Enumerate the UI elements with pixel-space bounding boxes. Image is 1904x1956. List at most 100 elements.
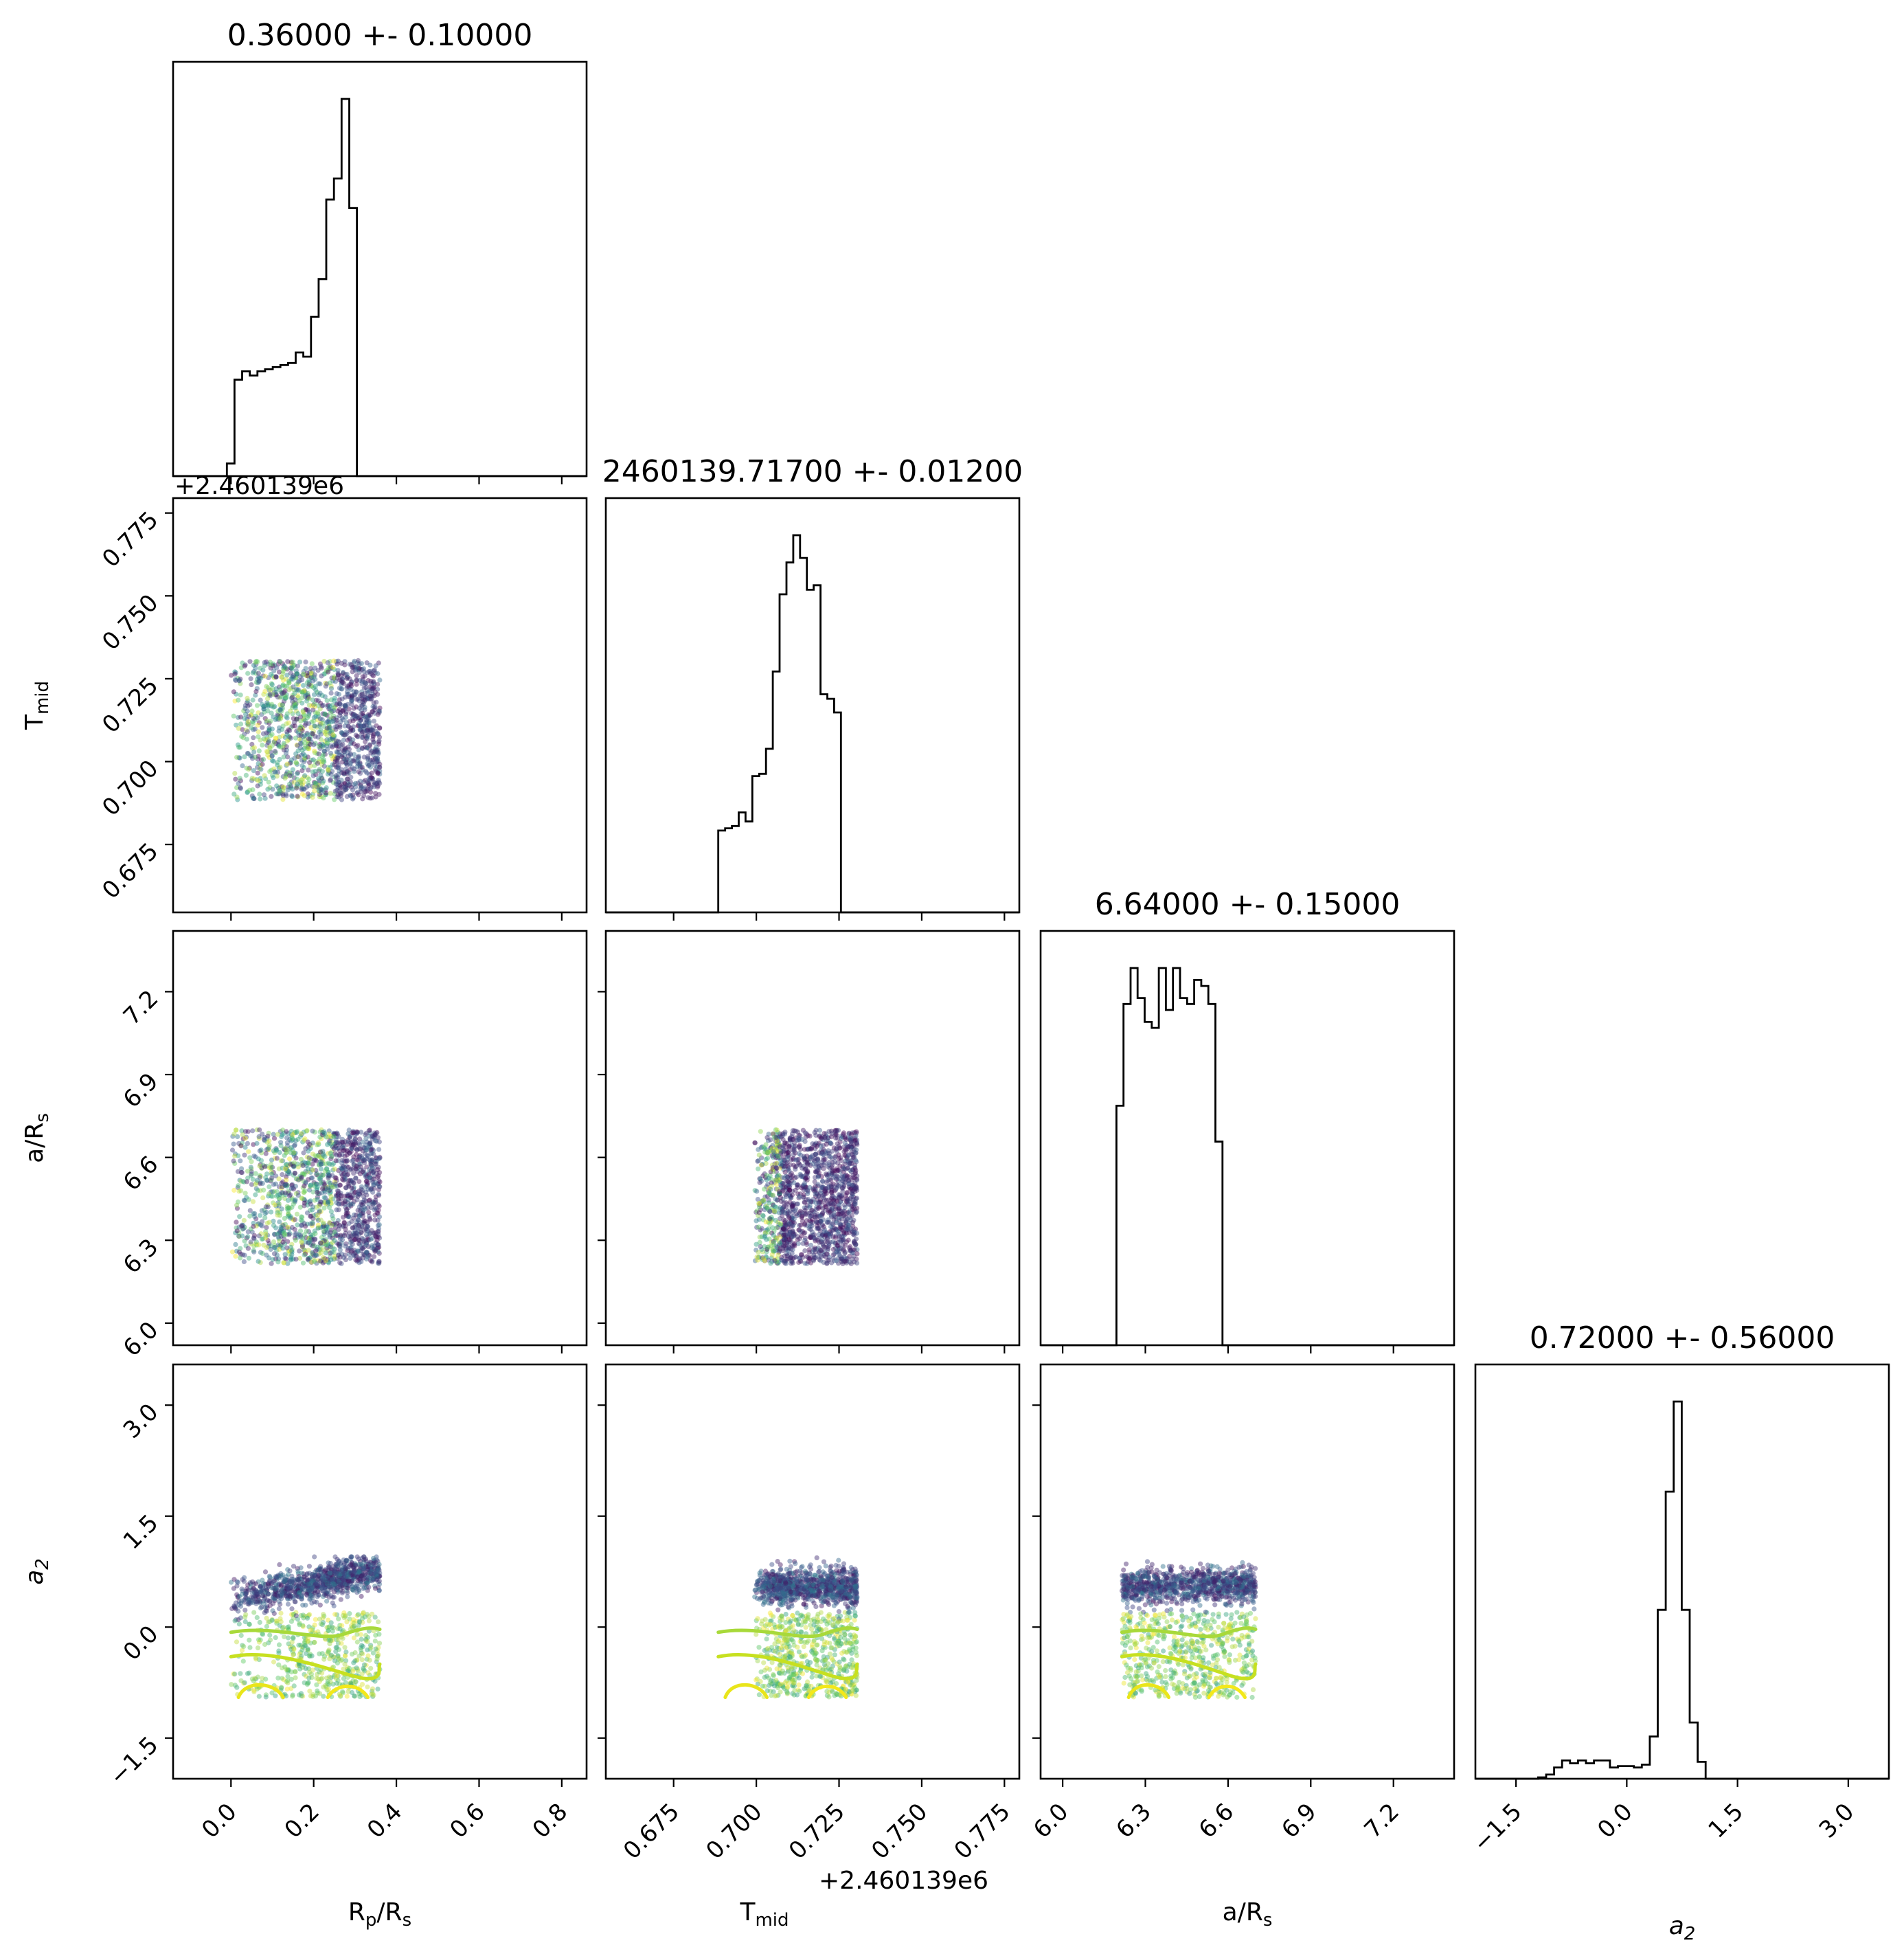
scatter-point <box>275 712 280 718</box>
scatter-point <box>351 741 356 747</box>
scatter-point <box>295 771 300 776</box>
scatter-point <box>778 1162 784 1167</box>
scatter-point <box>277 695 283 700</box>
scatter-point <box>255 770 260 776</box>
scatter-point <box>239 734 245 739</box>
scatter-point <box>275 739 282 744</box>
scatter-point <box>326 765 331 770</box>
scatter-point <box>339 686 345 692</box>
scatter-point <box>287 734 293 740</box>
scatter-point <box>812 1255 817 1261</box>
scatter-point <box>343 729 349 734</box>
scatter-point <box>789 1250 795 1256</box>
scatter-point <box>328 710 333 716</box>
scatter-point <box>352 1232 357 1237</box>
scatter-point <box>231 689 236 695</box>
scatter-point <box>316 1225 321 1230</box>
scatter-point <box>251 716 256 721</box>
scatter-point <box>296 732 302 739</box>
scatter-point <box>805 1162 811 1168</box>
scatter-point <box>835 1167 841 1173</box>
scatter-point <box>294 785 299 791</box>
scatter-point <box>287 728 293 733</box>
scatter-point <box>355 754 361 760</box>
scatter-point <box>312 780 317 785</box>
scatter-point <box>238 1188 244 1193</box>
scatter-point <box>364 770 370 776</box>
scatter-point <box>785 1178 791 1184</box>
scatter-point <box>842 1161 848 1167</box>
scatter-point <box>295 770 301 776</box>
scatter-point <box>333 1176 339 1181</box>
scatter-point <box>245 1169 251 1174</box>
scatter-point <box>375 756 381 761</box>
scatter-point <box>278 1224 284 1230</box>
scatter-point <box>754 1255 760 1260</box>
scatter-point <box>290 711 295 717</box>
scatter-point <box>332 698 337 704</box>
scatter-point <box>846 1222 851 1228</box>
scatter-point <box>366 712 372 717</box>
scatter-point <box>302 712 307 718</box>
scatter-point <box>295 748 301 754</box>
scatter-point <box>271 758 276 764</box>
scatter-point <box>250 1128 256 1134</box>
scatter-point <box>753 1241 759 1247</box>
scatter-point <box>325 747 330 752</box>
scatter-point <box>299 690 305 695</box>
scatter-point <box>355 734 361 740</box>
scatter-point <box>361 1204 367 1210</box>
scatter-point <box>350 718 356 723</box>
scatter-point <box>348 761 354 766</box>
scatter-point <box>352 668 359 673</box>
scatter-point <box>271 766 277 772</box>
scatter-point <box>339 1193 344 1198</box>
scatter-point <box>774 1127 780 1133</box>
scatter-point <box>299 1174 304 1180</box>
scatter-point <box>281 677 286 683</box>
scatter-point <box>234 1219 239 1225</box>
scatter-point <box>295 794 300 799</box>
scatter-point <box>317 706 323 712</box>
scatter-point <box>771 1233 776 1238</box>
scatter-point <box>251 1224 256 1229</box>
scatter-point <box>255 676 260 682</box>
scatter-point <box>273 686 279 692</box>
scatter-point <box>813 1175 818 1180</box>
scatter-point <box>278 674 284 679</box>
scatter-point <box>317 721 323 727</box>
scatter-point <box>332 704 338 710</box>
scatter-point <box>334 715 339 721</box>
scatter-point <box>273 689 279 695</box>
scatter-point <box>271 775 276 780</box>
scatter-point <box>280 774 286 780</box>
scatter-point <box>318 1241 324 1246</box>
scatter-point <box>270 1193 275 1199</box>
scatter-point <box>361 666 367 671</box>
scatter-point <box>304 680 310 686</box>
scatter-point <box>304 785 309 790</box>
scatter-point <box>339 679 344 686</box>
scatter-point <box>273 674 279 680</box>
scatter-point <box>240 727 245 732</box>
scatter-point <box>309 703 315 708</box>
scatter-point <box>306 1564 312 1569</box>
scatter-point <box>304 673 310 679</box>
scatter-point <box>302 1252 307 1258</box>
scatter-point <box>288 1145 294 1150</box>
scatter-point <box>313 714 319 719</box>
scatter-point <box>251 735 256 741</box>
scatter-point <box>361 779 367 785</box>
scatter-point <box>280 702 285 708</box>
scatter-point <box>289 1248 295 1254</box>
scatter-point <box>332 1237 337 1243</box>
scatter-point <box>304 730 310 736</box>
scatter-point <box>288 1192 293 1198</box>
scatter-point <box>278 713 284 719</box>
scatter-point <box>288 1150 293 1156</box>
scatter-point <box>331 753 337 758</box>
scatter-point <box>362 789 367 794</box>
scatter-point <box>313 741 318 746</box>
scatter-point <box>281 1260 287 1266</box>
scatter-point <box>802 1208 808 1213</box>
